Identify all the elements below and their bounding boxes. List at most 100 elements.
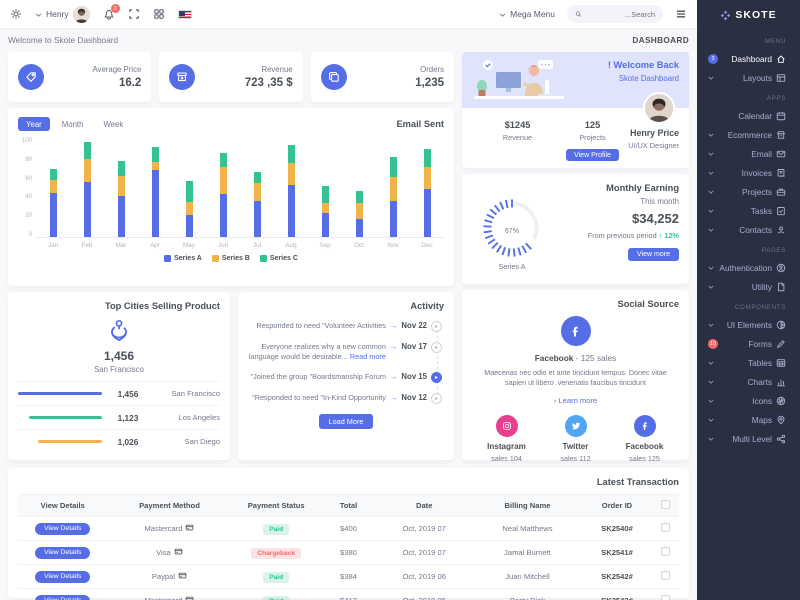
sidebar-item-authentication[interactable]: Authentication bbox=[697, 258, 800, 277]
bar-segment bbox=[219, 194, 227, 237]
bar-segment bbox=[151, 170, 159, 237]
bell-icon[interactable]: 3 bbox=[103, 4, 120, 20]
view-more-button[interactable]: View more bbox=[628, 248, 679, 261]
profile-stats: $1245 Revenue 125 Projects View Profile bbox=[480, 120, 630, 162]
x-tick-label: Dec bbox=[421, 242, 433, 249]
sidebar-item-ecommerce[interactable]: Ecommerce bbox=[697, 125, 800, 144]
row-checkbox[interactable] bbox=[660, 547, 670, 556]
bar-segment bbox=[219, 167, 227, 194]
chevron-down-icon bbox=[708, 437, 714, 441]
tab-year[interactable]: Year bbox=[18, 117, 50, 131]
sidebar-item-tasks[interactable]: Tasks bbox=[697, 201, 800, 220]
channel-name: Facebook bbox=[625, 441, 664, 451]
sidebar-item-label: Dashboard bbox=[731, 53, 772, 64]
mega-menu-button[interactable]: Mega Menu bbox=[499, 9, 555, 19]
select-all-checkbox[interactable] bbox=[660, 500, 670, 509]
profile-role: UI/UX Designer bbox=[628, 141, 679, 150]
tab-week[interactable]: Week bbox=[95, 117, 131, 131]
table-header: Date bbox=[376, 494, 473, 517]
map-icon bbox=[776, 415, 786, 425]
view-details-button[interactable]: View Details bbox=[35, 522, 91, 535]
sidebar-item-calendar[interactable]: Calendar bbox=[697, 106, 800, 125]
sidebar-item-label: Icons bbox=[752, 395, 772, 406]
email-sent-chart: 100 80 60 40 20 0 Jan Feb Mar Apr May Jun Jul Aug Sep… bbox=[18, 138, 444, 249]
billing-name-cell: Neal Matthews bbox=[472, 516, 583, 541]
sidebar-item-email[interactable]: Email bbox=[697, 144, 800, 163]
tab-month[interactable]: Month bbox=[54, 117, 92, 131]
bar-Mar bbox=[104, 138, 138, 237]
main-content: Welcome to Skote Dashboard DASHBOARD Ave… bbox=[0, 28, 697, 600]
brand-logo[interactable]: SKOTE bbox=[697, 0, 800, 30]
search-box bbox=[567, 5, 663, 23]
total-cell: $384 bbox=[320, 564, 377, 589]
bar-segment bbox=[355, 191, 363, 203]
row-checkbox[interactable] bbox=[660, 595, 670, 600]
activity-card: Activity Responded to need "Volunteer Ac… bbox=[238, 292, 454, 460]
gear-icon[interactable] bbox=[10, 8, 22, 20]
file-icon bbox=[776, 282, 786, 292]
x-tick-label: Jul bbox=[252, 242, 262, 249]
order-id-cell: SK2543# bbox=[582, 588, 652, 600]
page-title: DASHBOARD bbox=[632, 35, 689, 45]
user-avatar bbox=[72, 5, 90, 23]
table-header: Payment Method bbox=[107, 494, 232, 517]
highlight-city: San Francisco bbox=[94, 365, 144, 374]
row-checkbox[interactable] bbox=[660, 571, 670, 580]
order-id-cell: SK2540# bbox=[582, 516, 652, 541]
activity-text: "Responded to need "In-Kind Opportunity bbox=[252, 392, 386, 402]
bar-segment bbox=[321, 186, 329, 203]
email-sent-card: Year Month Week Email Sent 100 80 60 40 20 0 … bbox=[8, 108, 454, 286]
sidebar-item-forms[interactable]: 10 Forms bbox=[697, 334, 800, 353]
stat-label: Orders bbox=[420, 65, 444, 74]
bar-segment bbox=[389, 201, 397, 237]
sidebar-item-layouts[interactable]: Layouts bbox=[697, 68, 800, 87]
view-details-button[interactable]: View Details bbox=[35, 594, 91, 600]
load-more-button[interactable]: Load More bbox=[318, 413, 374, 429]
view-details-button[interactable]: View Details bbox=[35, 570, 91, 583]
sidebar-item-label: Calendar bbox=[738, 110, 772, 121]
sidebar-item-invoices[interactable]: Invoices bbox=[697, 163, 800, 182]
sidebar-item-label: Contacts bbox=[739, 224, 772, 235]
activity-timeline: Responded to need "Volunteer Activities … bbox=[248, 321, 444, 404]
apps-grid-icon[interactable] bbox=[153, 8, 165, 20]
sidebar-item-label: Multi Level bbox=[732, 433, 772, 444]
sidebar-item-label: UI Elements bbox=[726, 319, 772, 330]
bar-Jan bbox=[36, 138, 70, 237]
payment-method: Paypal bbox=[152, 571, 187, 582]
view-details-button[interactable]: View Details bbox=[35, 546, 91, 559]
view-profile-button[interactable]: View Profile bbox=[566, 149, 619, 161]
sidebar-item-maps[interactable]: Maps bbox=[697, 410, 800, 429]
sidebar-item-icons[interactable]: Icons bbox=[697, 391, 800, 410]
sidebar-item-charts[interactable]: Charts bbox=[697, 372, 800, 391]
bar-segment bbox=[253, 183, 261, 201]
total-cell: $380 bbox=[320, 540, 377, 565]
read-more-link[interactable]: Read more bbox=[349, 351, 386, 361]
us-flag-icon[interactable] bbox=[177, 9, 192, 19]
sidebar-item-dashboard[interactable]: 3 Dashboard bbox=[697, 49, 800, 68]
revenue-label: Revenue bbox=[502, 133, 533, 142]
search-input[interactable] bbox=[585, 9, 655, 19]
card-title: Email Sent bbox=[396, 119, 444, 129]
chevron-down-icon bbox=[708, 76, 714, 80]
order-id-cell: SK2541# bbox=[582, 540, 652, 565]
social-channel-twitter[interactable]: Twitter sales 112 bbox=[541, 414, 610, 463]
fullscreen-icon[interactable] bbox=[128, 8, 140, 20]
sidebar-item-multi-level[interactable]: Multi Level bbox=[697, 429, 800, 448]
bar-segment bbox=[355, 203, 363, 219]
welcome-title: ! Welcome Back bbox=[607, 60, 679, 70]
sidebar-item-contacts[interactable]: Contacts bbox=[697, 220, 800, 239]
sidebar-item-projects[interactable]: Projects bbox=[697, 182, 800, 201]
sidebar-item-ui-elements[interactable]: UI Elements bbox=[697, 315, 800, 334]
learn-more-link[interactable]: › Learn more bbox=[553, 395, 598, 405]
latest-transaction-card: Latest Transaction View Details Payment M… bbox=[8, 468, 689, 600]
social-channel-facebook[interactable]: Facebook sales 125 bbox=[610, 414, 679, 463]
sidebar-item-utility[interactable]: Utility bbox=[697, 277, 800, 296]
paypal-icon bbox=[178, 571, 187, 582]
social-channel-instagram[interactable]: Instagram sales 104 bbox=[472, 414, 541, 463]
facebook-icon bbox=[560, 316, 591, 346]
sidebar-item-tables[interactable]: Tables bbox=[697, 353, 800, 372]
row-checkbox[interactable] bbox=[660, 523, 670, 532]
instagram-icon bbox=[495, 414, 518, 437]
user-menu[interactable]: Henry bbox=[35, 5, 90, 23]
hamburger-icon[interactable] bbox=[675, 8, 687, 20]
